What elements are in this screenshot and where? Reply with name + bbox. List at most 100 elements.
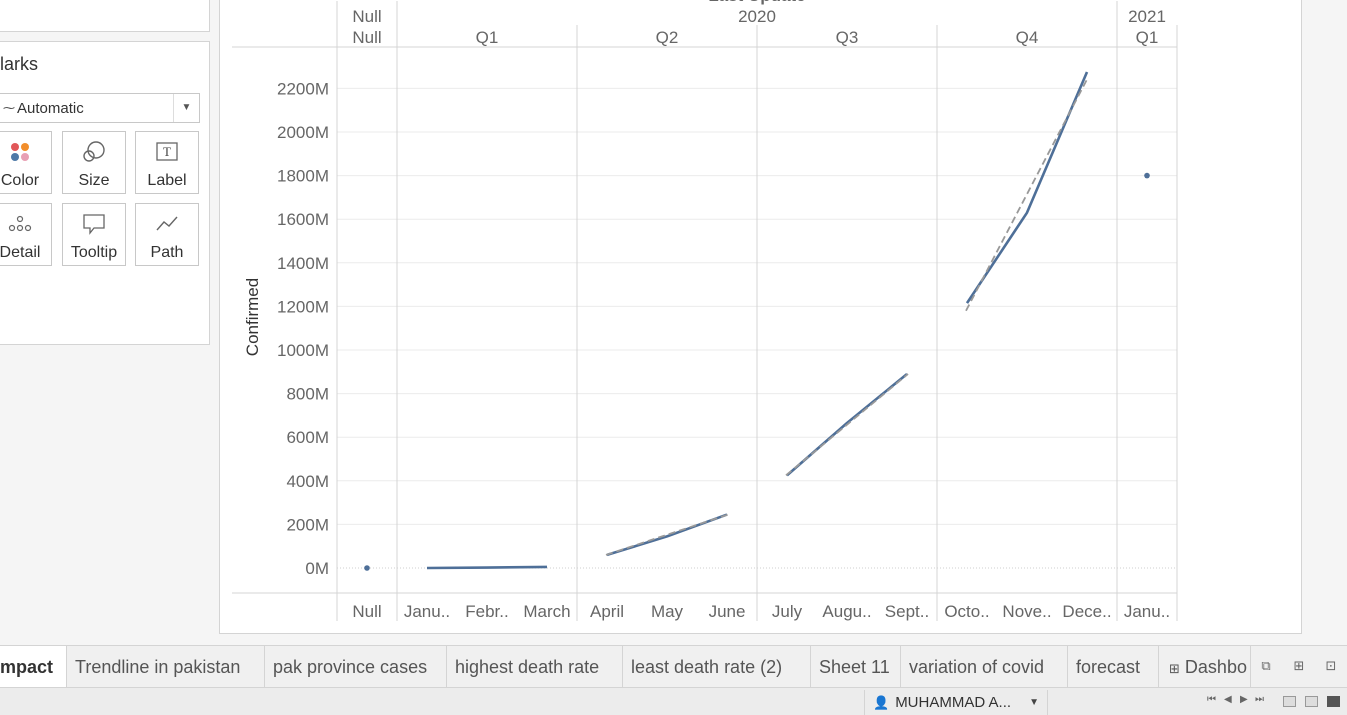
tab-forecast[interactable]: forecast <box>1068 646 1159 688</box>
quarter-header: Q1 <box>476 28 499 47</box>
new-dashboard-icon[interactable]: ⊞ <box>1293 658 1305 673</box>
show-filmstrip-icon[interactable] <box>1305 696 1318 707</box>
y-tick-label: 200M <box>286 515 329 534</box>
quarter-header: Q2 <box>656 28 679 47</box>
line-mark-icon: ⁓ <box>3 101 15 115</box>
month-tick-label: April <box>590 602 624 621</box>
month-tick-label: July <box>772 602 803 621</box>
label-button[interactable]: T Label <box>135 131 199 194</box>
y-tick-label: 1200M <box>277 297 329 316</box>
y-tick-label: 2200M <box>277 79 329 98</box>
tab-variation-of-covid[interactable]: variation of covid <box>901 646 1068 688</box>
show-tabs-icon[interactable] <box>1327 696 1340 707</box>
tooltip-icon <box>63 212 125 236</box>
tab-dashboard[interactable]: ⊞ Dashbo <box>1159 646 1251 688</box>
show-sheet-sorter-icon[interactable] <box>1283 696 1296 707</box>
month-tick-label: Octo.. <box>944 602 989 621</box>
chevron-down-icon[interactable]: ▼ <box>173 94 199 122</box>
month-tick-label: Janu.. <box>404 602 450 621</box>
month-tick-label: Nove.. <box>1002 602 1051 621</box>
user-menu[interactable]: 👤 MUHAMMAD A... ▼ <box>864 690 1048 715</box>
series-line <box>606 513 728 557</box>
new-story-icon[interactable]: ⊡ <box>1325 658 1337 673</box>
tooltip-label: Tooltip <box>70 244 118 261</box>
status-bar: 👤 MUHAMMAD A... ▼ ⏮ ◀ ▶ ⏭ <box>0 687 1347 715</box>
y-tick-label: 1400M <box>277 254 329 273</box>
year-header: 2021 <box>1128 7 1166 26</box>
month-tick-label: Null <box>352 602 381 621</box>
mark-type-dropdown[interactable]: ⁓ Automatic ▼ <box>0 93 200 123</box>
month-tick-label: Febr.. <box>465 602 508 621</box>
tab-sheet-11[interactable]: Sheet 11 <box>811 646 901 688</box>
y-tick-label: 1800M <box>277 167 329 186</box>
tooltip-button[interactable]: Tooltip <box>62 203 126 266</box>
quarter-header: Q4 <box>1016 28 1039 47</box>
y-tick-label: 600M <box>286 428 329 447</box>
series-line <box>426 565 548 570</box>
y-tick-label: 800M <box>286 385 329 404</box>
tab-impact[interactable]: mpact <box>0 646 67 688</box>
dashboard-icon: ⊞ <box>1169 661 1180 676</box>
color-label: Color <box>0 172 40 189</box>
path-icon <box>136 212 198 236</box>
quarter-header: Q1 <box>1136 28 1159 47</box>
data-point <box>364 565 370 571</box>
marks-title: larks <box>0 54 39 74</box>
sheet-tab-strip: mpact Trendline in pakistan pak province… <box>0 645 1347 688</box>
viz-canvas[interactable]: 0M 200M 400M 600M 800M 1000M 1200M 1400M 1600M 18… <box>219 0 1302 634</box>
mark-type-value: Automatic <box>17 100 84 117</box>
line-chart: 0M 200M 400M 600M 800M 1000M 1200M 1400M 1600M 18… <box>232 0 1178 621</box>
tab-pak-province-cases[interactable]: pak province cases <box>265 646 447 688</box>
color-icon <box>0 140 51 164</box>
user-icon: 👤 <box>873 695 890 710</box>
svg-text:T: T <box>163 144 171 159</box>
month-tick-label: Dece.. <box>1062 602 1111 621</box>
next-sheet-icon[interactable]: ▶ <box>1240 694 1248 705</box>
y-axis-label: Confirmed <box>243 278 262 356</box>
quarter-header: Q3 <box>836 28 859 47</box>
trend-line <box>965 77 1089 312</box>
trend-line <box>785 373 909 477</box>
new-worksheet-icon[interactable]: ⧉ <box>1261 658 1271 673</box>
y-tick-label: 1600M <box>277 210 329 229</box>
quarter-header: Null <box>352 28 381 47</box>
prev-sheet-icon[interactable]: ◀ <box>1224 694 1232 705</box>
size-button[interactable]: Size <box>62 131 126 194</box>
month-tick-label: Augu.. <box>822 602 871 621</box>
tab-dashboard-label: Dashbo <box>1184 657 1247 677</box>
size-icon <box>63 140 125 164</box>
path-button[interactable]: Path <box>135 203 199 266</box>
detail-label: Detail <box>0 244 41 261</box>
month-tick-label: Sept.. <box>885 602 929 621</box>
path-label: Path <box>150 244 184 261</box>
color-button[interactable]: Color <box>0 131 52 194</box>
user-name: MUHAMMAD A... <box>895 694 1012 711</box>
marks-card: larks ⁓ Automatic ▼ Color Size T Label <box>0 41 210 345</box>
first-sheet-icon[interactable]: ⏮ <box>1207 694 1216 705</box>
y-tick-label: 1000M <box>277 341 329 360</box>
shelves-panel <box>0 0 210 32</box>
detail-button[interactable]: Detail <box>0 203 52 266</box>
year-header: Null <box>352 7 381 26</box>
tab-trendline-in-pakistan[interactable]: Trendline in pakistan <box>67 646 265 688</box>
month-tick-label: Janu.. <box>1124 602 1170 621</box>
detail-icon <box>0 212 51 236</box>
y-tick-label: 2000M <box>277 123 329 142</box>
y-tick-label: 0M <box>305 559 329 578</box>
label-label: Label <box>147 172 187 189</box>
chevron-down-icon: ▼ <box>1029 697 1039 708</box>
tab-highest-death-rate[interactable]: highest death rate <box>447 646 623 688</box>
tab-least-death-rate-2[interactable]: least death rate (2) <box>623 646 811 688</box>
chart-title: Last Update <box>708 0 805 5</box>
month-tick-label: March <box>523 602 570 621</box>
text-label-icon: T <box>136 140 198 164</box>
y-tick-label: 400M <box>286 472 329 491</box>
last-sheet-icon[interactable]: ⏭ <box>1255 694 1264 705</box>
year-header: 2020 <box>738 7 776 26</box>
data-point <box>1144 172 1150 179</box>
month-tick-label: June <box>709 602 746 621</box>
series-line <box>965 71 1089 304</box>
month-tick-label: May <box>651 602 684 621</box>
size-label: Size <box>78 172 110 189</box>
